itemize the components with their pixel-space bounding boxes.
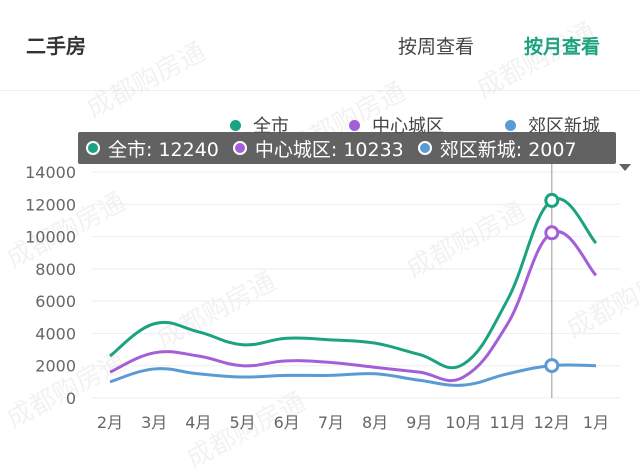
legend-dot-icon: [349, 119, 360, 131]
view-by-week-tab[interactable]: 按周查看: [398, 36, 475, 58]
x-tick-label: 9月: [406, 413, 432, 432]
x-tick-label: 8月: [362, 413, 388, 432]
tooltip-text: 郊区新城: 2007: [439, 138, 577, 161]
tooltip-dot-icon: [232, 141, 247, 155]
series-line-all: [109, 197, 598, 370]
legend-label: 全市: [253, 116, 289, 137]
tooltip-item-center: 中心城区: 10233: [232, 135, 404, 162]
legend-item-all[interactable]: 全市: [230, 112, 289, 138]
tooltip-dot-icon: [417, 141, 432, 155]
y-tick-label: 4000: [35, 324, 76, 343]
x-tick-label: 3月: [141, 413, 167, 432]
x-tick-label: 2月: [97, 413, 123, 432]
x-tick-label: 4月: [185, 413, 211, 432]
header-divider: [0, 90, 640, 91]
y-tick-label: 6000: [35, 292, 76, 311]
y-tick-label: 8000: [35, 260, 76, 279]
highlight-point: [544, 192, 560, 208]
y-tick-label: 10000: [25, 228, 76, 247]
legend-label: 郊区新城: [528, 116, 600, 137]
x-tick-label: 12月: [534, 413, 570, 432]
x-tick-label: 7月: [318, 413, 344, 432]
legend-label: 中心城区: [372, 116, 444, 137]
x-tick-label: 10月: [445, 413, 481, 432]
tooltip-item-suburb: 郊区新城: 2007: [417, 135, 577, 162]
chart-legend: 全市 中心城区 郊区新城: [0, 112, 640, 138]
highlight-point: [544, 225, 560, 241]
y-tick-label: 2000: [35, 357, 76, 376]
series-line-center: [109, 229, 598, 383]
legend-item-suburb[interactable]: 郊区新城: [505, 112, 600, 138]
line-chart[interactable]: 0 2000 4000 6000 8000 10000 12000 14000 2月 3月 4月 5月…: [0, 0, 640, 448]
x-tick-label: 6月: [274, 413, 300, 432]
chart-tooltip: 全市: 12240 中心城区: 10233 郊区新城: 2007: [78, 132, 631, 171]
page-title: 二手房: [26, 34, 86, 58]
tooltip-item-all: 全市: 12240: [86, 135, 219, 162]
tooltip-dot-icon: [86, 141, 100, 155]
series-line-suburb: [109, 363, 597, 387]
tooltip-text: 中心城区: 10233: [254, 138, 404, 161]
x-tick-label: 1月: [583, 413, 609, 432]
x-tick-label: 11月: [489, 413, 525, 432]
y-tick-label: 14000: [25, 163, 76, 182]
tooltip-text: 全市: 12240: [108, 138, 219, 161]
y-tick-label: 12000: [25, 195, 76, 214]
x-tick-label: 5月: [229, 413, 255, 432]
tooltip-caret: [619, 164, 631, 171]
highlight-point: [544, 358, 560, 374]
legend-item-center[interactable]: 中心城区: [349, 112, 444, 138]
header: 二手房 按周查看 按月查看: [0, 0, 640, 90]
y-tick-label: 0: [66, 389, 76, 408]
legend-dot-icon: [505, 119, 516, 131]
legend-dot-icon: [230, 119, 241, 131]
view-by-month-tab[interactable]: 按月查看: [524, 36, 601, 58]
